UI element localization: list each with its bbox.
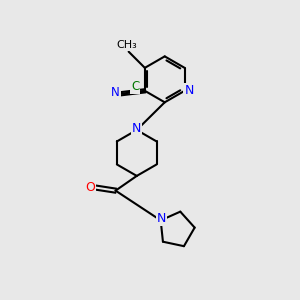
Text: N: N xyxy=(157,212,166,225)
Text: O: O xyxy=(85,181,95,194)
Text: N: N xyxy=(111,86,120,99)
Text: C: C xyxy=(131,80,139,94)
Text: N: N xyxy=(132,122,141,135)
Text: N: N xyxy=(184,84,194,97)
Text: CH₃: CH₃ xyxy=(117,40,137,50)
